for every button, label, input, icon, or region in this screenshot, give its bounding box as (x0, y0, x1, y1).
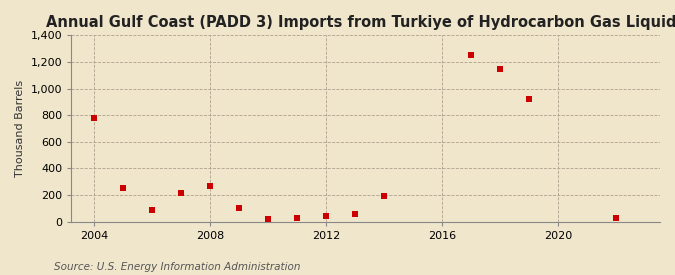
Title: Annual Gulf Coast (PADD 3) Imports from Turkiye of Hydrocarbon Gas Liquids: Annual Gulf Coast (PADD 3) Imports from … (46, 15, 675, 30)
Point (292, 216, 303, 221)
Y-axis label: Thousand Barrels: Thousand Barrels (15, 80, 25, 177)
Point (147, 208, 158, 213)
Text: Source: U.S. Energy Information Administration: Source: U.S. Energy Information Administ… (54, 262, 300, 272)
Point (350, 211, 361, 216)
Point (321, 213, 332, 218)
Point (205, 184, 216, 189)
Point (611, 216, 622, 220)
Point (118, 186, 129, 190)
Point (466, 53, 477, 57)
Point (495, 67, 506, 71)
Point (176, 191, 187, 195)
Point (89, 116, 100, 120)
Point (379, 194, 390, 199)
Point (263, 217, 274, 221)
Point (234, 205, 245, 210)
Point (524, 96, 535, 101)
